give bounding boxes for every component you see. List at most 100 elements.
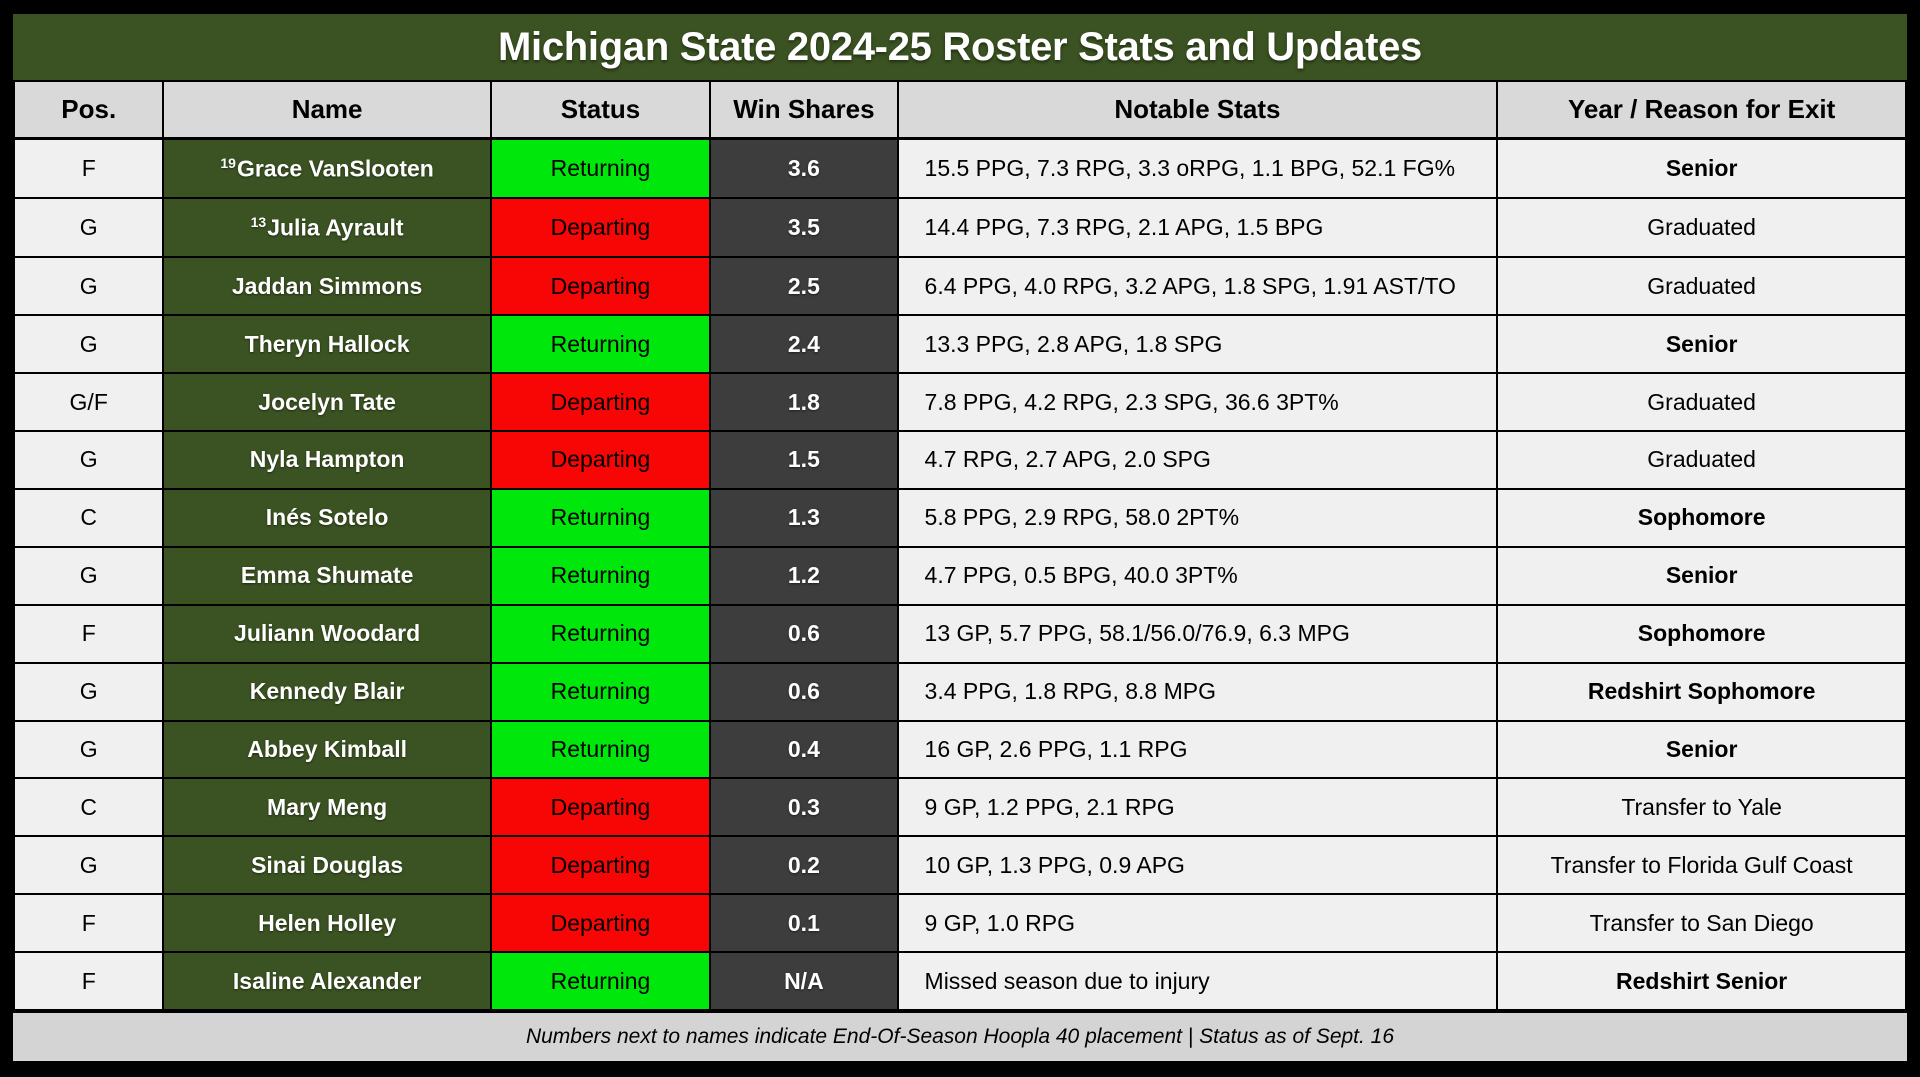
status-cell: Departing (489, 835, 712, 896)
player-name: Sinai Douglas (251, 851, 404, 878)
table-row: F Helen Holley Departing 0.1 9 GP, 1.0 R… (12, 893, 1907, 954)
table-title: Michigan State 2024-25 Roster Stats and … (13, 14, 1907, 80)
win-shares-cell: 1.8 (709, 372, 899, 433)
win-shares-cell: 1.3 (709, 487, 899, 548)
player-name: Abbey Kimball (247, 735, 407, 762)
exit-cell: Sophomore (1496, 603, 1907, 664)
status-cell: Returning (489, 487, 712, 548)
player-name-cell: Abbey Kimball (162, 719, 492, 780)
win-shares-cell: 3.5 (709, 197, 899, 259)
table-row: G Jaddan Simmons Departing 2.5 6.4 PPG, … (12, 256, 1907, 317)
notable-stats-cell: 4.7 PPG, 0.5 BPG, 40.0 3PT% (896, 545, 1499, 606)
position-cell: F (12, 136, 165, 200)
status-cell: Returning (489, 603, 712, 664)
table-row: F Isaline Alexander Returning N/A Missed… (12, 951, 1907, 1011)
status-cell: Returning (489, 661, 712, 722)
notable-stats-cell: 7.8 PPG, 4.2 RPG, 2.3 SPG, 36.6 3PT% (896, 372, 1499, 433)
player-name-cell: Sinai Douglas (162, 835, 492, 896)
player-name-cell: 13Julia Ayrault (162, 197, 492, 259)
table-row: C Mary Meng Departing 0.3 9 GP, 1.2 PPG,… (12, 777, 1907, 838)
exit-cell: Graduated (1496, 197, 1907, 259)
player-name: Kennedy Blair (249, 678, 405, 705)
table-row: F 19Grace VanSlooten Returning 3.6 15.5 … (12, 136, 1907, 200)
position-cell: F (12, 603, 165, 664)
player-name: Julia Ayrault (267, 214, 404, 241)
win-shares-cell: 0.3 (709, 777, 899, 838)
player-name-cell: Isaline Alexander (162, 951, 492, 1011)
column-header-pos: Pos. (12, 80, 165, 140)
win-shares-cell: 2.4 (709, 314, 899, 375)
player-name-cell: Inés Sotelo (162, 487, 492, 548)
status-cell: Departing (489, 430, 712, 490)
header-row: Pos. Name Status Win Shares Notable Stat… (12, 80, 1907, 140)
player-name: Helen Holley (258, 909, 397, 936)
table-row: G Nyla Hampton Departing 1.5 4.7 RPG, 2.… (12, 430, 1907, 490)
exit-cell: Redshirt Senior (1496, 951, 1907, 1011)
table-row: C Inés Sotelo Returning 1.3 5.8 PPG, 2.9… (12, 487, 1907, 548)
notable-stats-cell: 14.4 PPG, 7.3 RPG, 2.1 APG, 1.5 BPG (896, 197, 1499, 259)
position-cell: G/F (12, 372, 165, 433)
win-shares-cell: 1.2 (709, 545, 899, 606)
player-name: Juliann Woodard (234, 620, 421, 647)
player-name: Theryn Hallock (244, 330, 410, 357)
player-name: Inés Sotelo (265, 504, 389, 531)
player-name: Jocelyn Tate (258, 388, 396, 415)
exit-cell: Senior (1496, 719, 1907, 780)
win-shares-cell: 1.5 (709, 430, 899, 490)
hoopla-rank-superscript: 13 (250, 213, 267, 230)
player-name-cell: Jocelyn Tate (162, 372, 492, 433)
exit-cell: Transfer to Florida Gulf Coast (1496, 835, 1907, 896)
hoopla-rank-superscript: 19 (220, 154, 236, 171)
win-shares-cell: 0.6 (709, 661, 899, 722)
table-row: G Theryn Hallock Returning 2.4 13.3 PPG,… (12, 314, 1907, 375)
status-cell: Departing (489, 893, 712, 954)
exit-cell: Senior (1496, 136, 1907, 200)
column-header-status: Status (489, 80, 712, 140)
status-cell: Departing (489, 197, 712, 259)
win-shares-cell: 0.2 (709, 835, 899, 896)
position-cell: C (12, 487, 165, 548)
player-name-cell: Jaddan Simmons (162, 256, 492, 317)
column-header-notable-stats: Notable Stats (896, 80, 1499, 140)
position-cell: C (12, 777, 165, 838)
notable-stats-cell: 9 GP, 1.2 PPG, 2.1 RPG (896, 777, 1499, 838)
position-cell: G (12, 835, 165, 896)
table-row: G/F Jocelyn Tate Departing 1.8 7.8 PPG, … (12, 372, 1907, 433)
win-shares-cell: 0.1 (709, 893, 899, 954)
status-cell: Returning (489, 951, 712, 1011)
position-cell: G (12, 430, 165, 490)
table-row: G Abbey Kimball Returning 0.4 16 GP, 2.6… (12, 719, 1907, 780)
player-name: Grace VanSlooten (236, 155, 434, 182)
player-name-cell: Emma Shumate (162, 545, 492, 606)
notable-stats-cell: 9 GP, 1.0 RPG (896, 893, 1499, 954)
exit-cell: Senior (1496, 314, 1907, 375)
win-shares-cell: 3.6 (709, 136, 899, 200)
exit-cell: Graduated (1496, 372, 1907, 433)
player-name-cell: Theryn Hallock (162, 314, 492, 375)
win-shares-cell: 2.5 (709, 256, 899, 317)
position-cell: F (12, 951, 165, 1011)
player-name: Mary Meng (267, 793, 388, 820)
exit-cell: Transfer to San Diego (1496, 893, 1907, 954)
exit-cell: Senior (1496, 545, 1907, 606)
notable-stats-cell: Missed season due to injury (896, 951, 1499, 1011)
column-header-name: Name (162, 80, 492, 140)
win-shares-cell: 0.6 (709, 603, 899, 664)
exit-cell: Transfer to Yale (1496, 777, 1907, 838)
exit-cell: Sophomore (1496, 487, 1907, 548)
position-cell: G (12, 314, 165, 375)
player-name-cell: Nyla Hampton (162, 430, 492, 490)
notable-stats-cell: 5.8 PPG, 2.9 RPG, 58.0 2PT% (896, 487, 1499, 548)
status-cell: Returning (489, 136, 712, 200)
status-cell: Returning (489, 719, 712, 780)
position-cell: G (12, 256, 165, 317)
player-name-cell: Mary Meng (162, 777, 492, 838)
table-row: G 13Julia Ayrault Departing 3.5 14.4 PPG… (12, 197, 1907, 259)
notable-stats-cell: 4.7 RPG, 2.7 APG, 2.0 SPG (896, 430, 1499, 490)
notable-stats-cell: 13.3 PPG, 2.8 APG, 1.8 SPG (896, 314, 1499, 375)
exit-cell: Graduated (1496, 430, 1907, 490)
position-cell: F (12, 893, 165, 954)
roster-table-frame: Michigan State 2024-25 Roster Stats and … (12, 14, 1907, 1061)
notable-stats-cell: 6.4 PPG, 4.0 RPG, 3.2 APG, 1.8 SPG, 1.91… (896, 256, 1499, 317)
player-name: Emma Shumate (240, 562, 414, 589)
